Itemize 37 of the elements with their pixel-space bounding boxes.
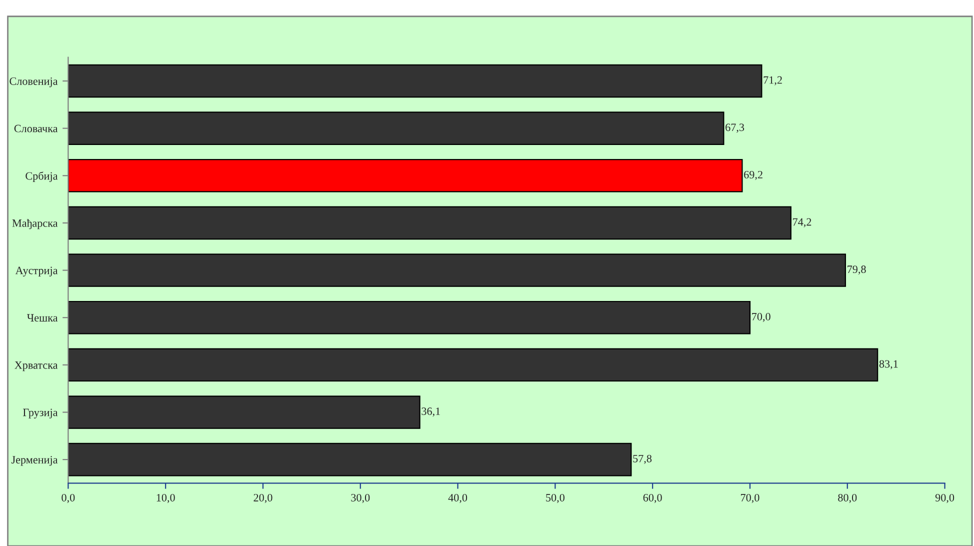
x-tick-label: 50,0 <box>546 494 564 504</box>
bar <box>68 254 846 287</box>
y-tick-label: Словачка <box>14 124 58 132</box>
data-label: 83,1 <box>879 360 898 370</box>
data-label: 69,2 <box>744 170 762 180</box>
y-tick-label: Србија <box>26 172 58 182</box>
y-tick-label: Словенија <box>10 77 58 88</box>
x-tick-label: 30,0 <box>351 494 370 504</box>
data-label: 67,3 <box>726 124 744 133</box>
y-tick-label: Јерменија <box>11 456 58 466</box>
x-tick-label: 60,0 <box>643 494 662 504</box>
y-tick-label: Мађарска <box>12 219 58 230</box>
data-label: 74,2 <box>793 218 812 228</box>
bar <box>68 348 878 382</box>
y-tick-label: Аустрија <box>15 266 58 277</box>
x-tick-label: 0,0 <box>62 494 75 504</box>
bar <box>68 158 743 192</box>
bar <box>68 442 632 476</box>
bar <box>68 396 420 429</box>
y-tick-label: Хрватска <box>14 361 58 372</box>
data-label: 70,0 <box>752 312 770 322</box>
bar <box>68 112 724 145</box>
y-tick-label: Чешка <box>27 314 58 322</box>
x-tick-label: 20,0 <box>254 494 272 504</box>
data-label: 71,2 <box>764 76 782 86</box>
bar <box>68 64 762 98</box>
bar <box>68 300 751 334</box>
y-tick-label: Грузија <box>23 408 58 418</box>
x-tick-label: 80,0 <box>838 494 857 504</box>
x-tick-label: 70,0 <box>740 494 760 504</box>
bar <box>68 206 792 240</box>
x-tick-label: 90,0 <box>935 494 954 504</box>
x-tick-label: 10,0 <box>156 494 175 504</box>
data-label: 57,8 <box>633 454 652 464</box>
data-label: 79,8 <box>848 266 866 275</box>
x-tick-label: 40,0 <box>448 494 468 504</box>
data-label: 36,1 <box>422 408 440 417</box>
